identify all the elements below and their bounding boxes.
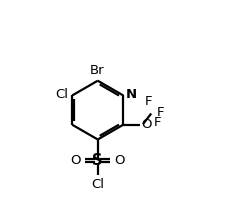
Text: Cl: Cl <box>55 88 68 101</box>
Text: Br: Br <box>89 63 104 77</box>
Text: S: S <box>92 153 103 168</box>
Text: N: N <box>125 88 136 101</box>
Text: Cl: Cl <box>91 178 104 191</box>
Text: O: O <box>114 154 125 167</box>
Text: O: O <box>70 154 80 167</box>
Text: O: O <box>141 118 151 131</box>
Text: F: F <box>156 106 164 119</box>
Text: F: F <box>153 116 161 129</box>
Text: F: F <box>144 95 151 108</box>
